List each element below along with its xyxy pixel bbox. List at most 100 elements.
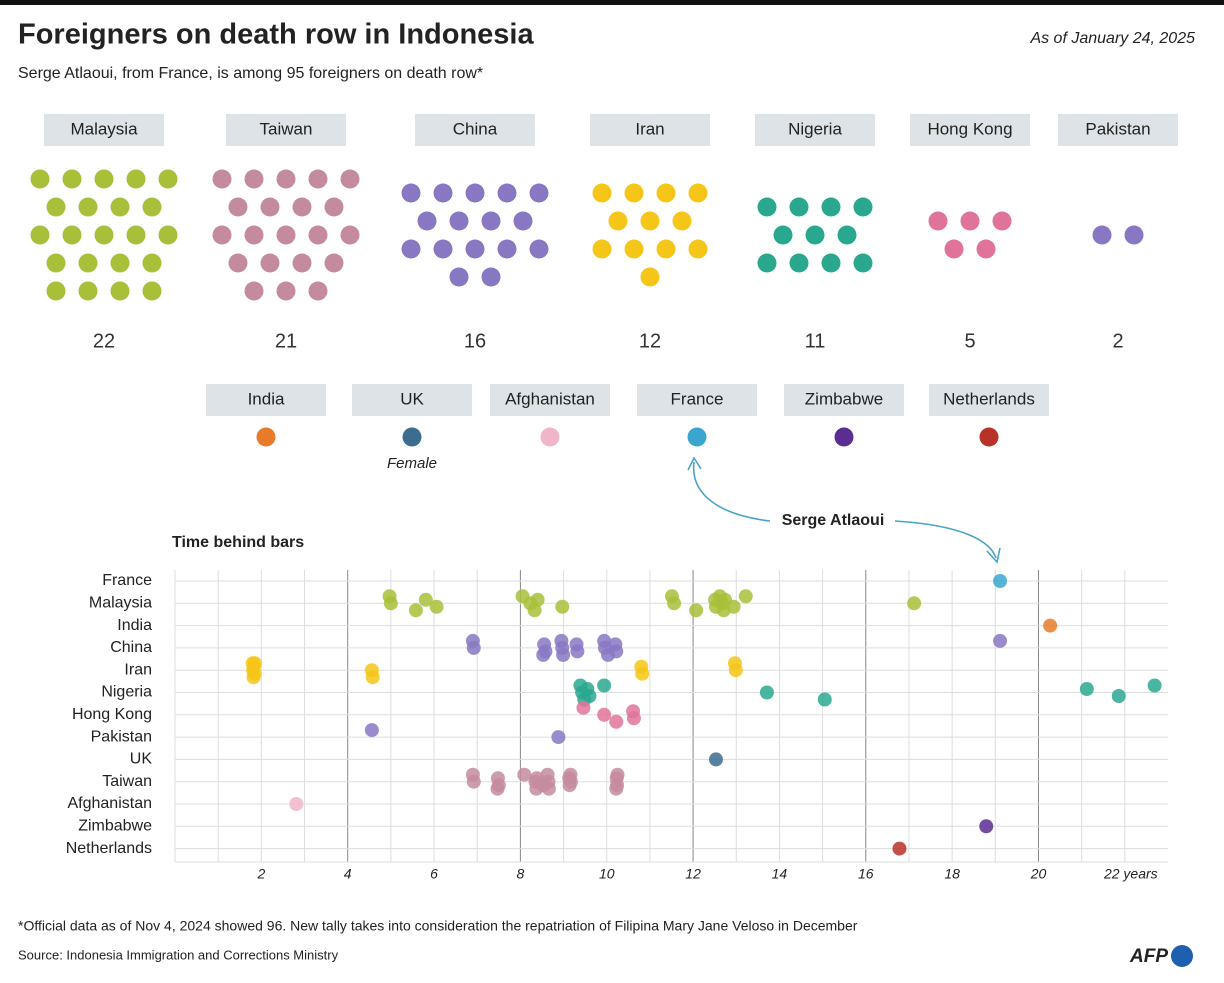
point xyxy=(993,633,1008,648)
date: As of January 24, 2025 xyxy=(1029,30,1195,47)
logo: AFP xyxy=(1129,946,1168,967)
row-label: Zimbabwe xyxy=(78,818,152,835)
count-dot xyxy=(821,253,841,273)
point xyxy=(728,663,743,678)
count-dot xyxy=(497,183,517,203)
count-dot xyxy=(853,197,873,217)
count-dot xyxy=(94,225,114,245)
row-label: India xyxy=(117,617,152,634)
label-box xyxy=(910,114,1030,146)
x-tick-label: 4 xyxy=(344,866,352,882)
country-label: Pakistan xyxy=(1085,119,1150,138)
point xyxy=(563,774,578,789)
label-box xyxy=(352,384,472,416)
count-dot xyxy=(688,239,708,259)
count-dot xyxy=(126,225,146,245)
count-label: 11 xyxy=(805,330,826,352)
point xyxy=(726,599,741,614)
country-label: Afghanistan xyxy=(505,389,595,408)
point xyxy=(759,685,774,700)
point xyxy=(892,841,907,856)
count-dot xyxy=(1124,225,1144,245)
row-label: Netherlands xyxy=(66,840,152,857)
label-box xyxy=(590,114,710,146)
point xyxy=(429,599,444,614)
count-label: 5 xyxy=(964,330,975,352)
point xyxy=(626,711,641,726)
count-dot xyxy=(276,225,296,245)
label-box xyxy=(1058,114,1178,146)
count-dot xyxy=(540,427,560,447)
point xyxy=(418,592,433,607)
count-dot xyxy=(976,239,996,259)
count-dot xyxy=(837,225,857,245)
count-dot xyxy=(244,225,264,245)
count-dot xyxy=(62,225,82,245)
count-dot xyxy=(481,267,501,287)
count-dot xyxy=(30,225,50,245)
point xyxy=(667,596,682,611)
point xyxy=(609,644,624,659)
country-label: Malaysia xyxy=(70,119,138,138)
point xyxy=(408,603,423,618)
x-tick-label: 20 xyxy=(1030,866,1047,882)
country-label: Hong Kong xyxy=(927,119,1012,138)
x-tick-label: 18 xyxy=(944,866,960,882)
annotation: Serge Atlaoui xyxy=(782,512,885,529)
row-label: France xyxy=(102,572,152,589)
count-dot xyxy=(401,239,421,259)
count-dot xyxy=(324,253,344,273)
point xyxy=(466,640,481,655)
point xyxy=(517,767,532,782)
point xyxy=(365,670,380,685)
x-tick-label: 10 xyxy=(599,866,615,882)
subtitle: Serge Atlaoui, from France, is among 95 … xyxy=(18,65,483,82)
count-dot xyxy=(640,211,660,231)
count-dot xyxy=(308,281,328,301)
point xyxy=(556,647,571,662)
count-dot xyxy=(821,197,841,217)
count-dot xyxy=(529,183,549,203)
count-dot xyxy=(292,197,312,217)
country-label: Iran xyxy=(635,119,664,138)
source: Source: Indonesia Immigration and Correc… xyxy=(18,947,339,962)
point xyxy=(383,596,398,611)
count-dot xyxy=(433,183,453,203)
count-dot xyxy=(401,183,421,203)
count-dot xyxy=(513,211,533,231)
count-dot xyxy=(46,281,66,301)
count-dot xyxy=(687,427,707,447)
x-tick-label: 22 years xyxy=(1103,866,1158,882)
count-label: 21 xyxy=(275,330,297,352)
label-box xyxy=(415,114,535,146)
row-label: Iran xyxy=(124,661,152,678)
x-tick-label: 16 xyxy=(858,866,874,882)
annotation-arrows xyxy=(687,456,1001,564)
count-dot xyxy=(78,197,98,217)
count-dot xyxy=(324,197,344,217)
point xyxy=(689,603,704,618)
count-dot xyxy=(928,211,948,231)
count-dot xyxy=(142,253,162,273)
count-dot xyxy=(142,281,162,301)
count-dot xyxy=(465,183,485,203)
point xyxy=(597,707,612,722)
row-label: Malaysia xyxy=(89,595,152,612)
point xyxy=(597,678,612,693)
count-dot xyxy=(78,253,98,273)
count-dot xyxy=(640,267,660,287)
count-dot xyxy=(126,169,146,189)
label-box xyxy=(784,384,904,416)
label-box xyxy=(206,384,326,416)
chart-title: Time behind bars xyxy=(172,534,304,551)
count-dot xyxy=(244,169,264,189)
count-dot xyxy=(1092,225,1112,245)
row-label: Nigeria xyxy=(101,684,152,701)
row-label: China xyxy=(110,639,152,656)
row-label: Afghanistan xyxy=(67,795,152,812)
count-dot xyxy=(417,211,437,231)
count-dot xyxy=(944,239,964,259)
count-dot xyxy=(433,239,453,259)
x-tick-label: 14 xyxy=(772,866,788,882)
